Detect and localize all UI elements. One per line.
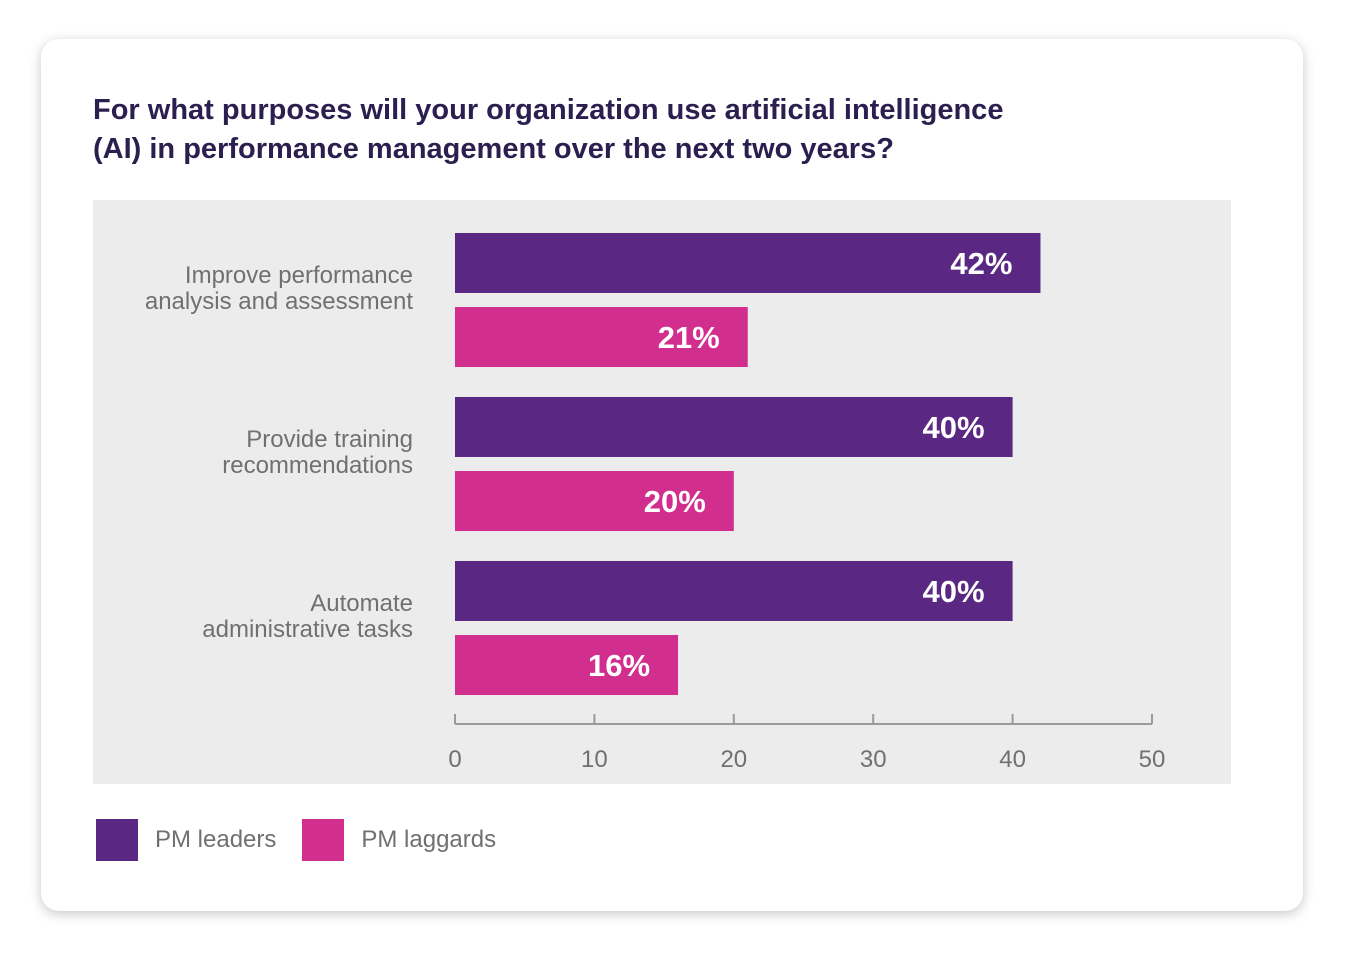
bar-value-label: 16% bbox=[588, 648, 650, 683]
bar-laggards bbox=[455, 635, 679, 695]
chart-title: For what purposes will your organization… bbox=[93, 91, 1093, 169]
legend-label-leaders: PM leaders bbox=[155, 826, 277, 853]
bar-value-label: 21% bbox=[658, 320, 720, 355]
legend-swatch-laggards bbox=[302, 819, 345, 861]
x-tick-label: 10 bbox=[581, 746, 608, 773]
bar-value-label: 42% bbox=[950, 246, 1012, 281]
category-label: Automate bbox=[310, 590, 413, 617]
category-label: recommendations bbox=[222, 452, 413, 479]
category-label: Provide training bbox=[246, 426, 413, 453]
plot-area: Improve performance analysis and assessme… bbox=[93, 200, 1231, 784]
legend-item-leaders: PM leaders bbox=[96, 819, 276, 861]
bar-leaders bbox=[455, 561, 1013, 621]
bar-leaders bbox=[455, 397, 1013, 457]
x-tick-label: 20 bbox=[720, 746, 747, 773]
x-tick-label: 0 bbox=[448, 746, 461, 773]
legend: PM leaders PM laggards bbox=[96, 819, 522, 861]
x-tick-label: 50 bbox=[1139, 746, 1166, 773]
bar-value-label: 20% bbox=[644, 484, 706, 519]
x-tick-label: 40 bbox=[999, 746, 1026, 773]
bar-laggards bbox=[455, 471, 734, 531]
category-label: analysis and assessment bbox=[145, 288, 413, 315]
bar-leaders bbox=[455, 233, 1041, 293]
legend-item-laggards: PM laggards bbox=[302, 819, 496, 861]
legend-swatch-leaders bbox=[96, 819, 138, 861]
category-label: Improve performance bbox=[185, 262, 413, 289]
category-label: administrative tasks bbox=[202, 616, 413, 643]
bar-value-label: 40% bbox=[923, 410, 985, 445]
bar-value-label: 40% bbox=[923, 574, 985, 609]
chart-card: For what purposes will your organization… bbox=[41, 39, 1303, 911]
x-tick-label: 30 bbox=[860, 746, 887, 773]
bar-laggards bbox=[455, 307, 748, 367]
legend-label-laggards: PM laggards bbox=[361, 826, 497, 853]
chart-title-line-2: (AI) in performance management over the … bbox=[93, 133, 894, 165]
chart-title-line-1: For what purposes will your organization… bbox=[93, 94, 1004, 126]
